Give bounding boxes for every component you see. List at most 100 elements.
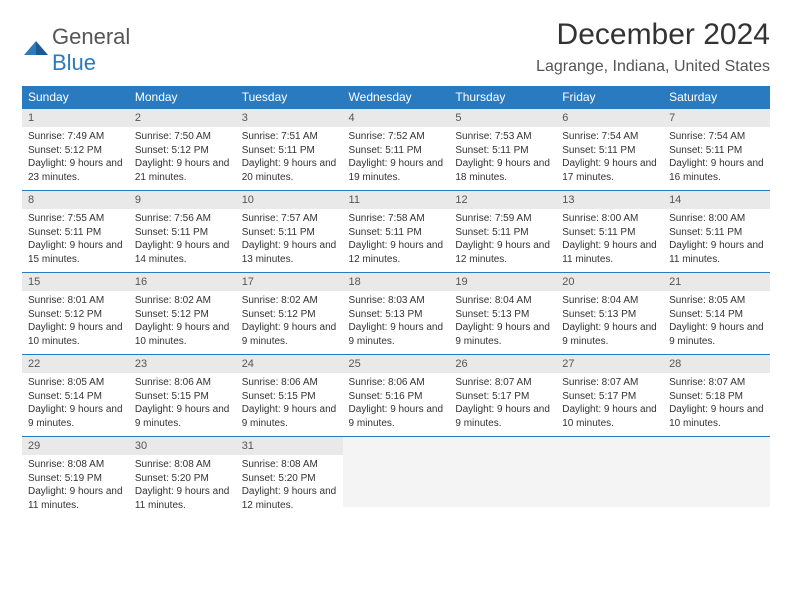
- calendar-day-cell: 25Sunrise: 8:06 AMSunset: 5:16 PMDayligh…: [343, 355, 450, 437]
- sunset-text: Sunset: 5:15 PM: [242, 390, 337, 404]
- daylight-text: Daylight: 9 hours and 19 minutes.: [349, 157, 444, 184]
- daylight-text: Daylight: 9 hours and 9 minutes.: [349, 403, 444, 430]
- daylight-text: Daylight: 9 hours and 9 minutes.: [455, 403, 550, 430]
- day-number: [663, 437, 770, 451]
- day-body: Sunrise: 7:53 AMSunset: 5:11 PMDaylight:…: [449, 127, 556, 190]
- weekday-header: Monday: [129, 86, 236, 109]
- sunrise-text: Sunrise: 8:03 AM: [349, 294, 444, 308]
- day-number: [556, 437, 663, 451]
- sunset-text: Sunset: 5:11 PM: [28, 226, 123, 240]
- day-body: Sunrise: 8:08 AMSunset: 5:19 PMDaylight:…: [22, 455, 129, 518]
- sunrise-text: Sunrise: 8:06 AM: [135, 376, 230, 390]
- calendar-day-cell: [556, 437, 663, 519]
- sunrise-text: Sunrise: 7:54 AM: [562, 130, 657, 144]
- sunrise-text: Sunrise: 8:05 AM: [28, 376, 123, 390]
- day-body: Sunrise: 7:58 AMSunset: 5:11 PMDaylight:…: [343, 209, 450, 272]
- day-number: 1: [22, 109, 129, 127]
- day-number: 19: [449, 273, 556, 291]
- day-body: [556, 451, 663, 507]
- calendar-header-row: SundayMondayTuesdayWednesdayThursdayFrid…: [22, 86, 770, 109]
- sunset-text: Sunset: 5:20 PM: [242, 472, 337, 486]
- day-number: 21: [663, 273, 770, 291]
- day-body: Sunrise: 8:07 AMSunset: 5:18 PMDaylight:…: [663, 373, 770, 436]
- day-body: Sunrise: 8:08 AMSunset: 5:20 PMDaylight:…: [236, 455, 343, 518]
- sunset-text: Sunset: 5:18 PM: [669, 390, 764, 404]
- calendar-day-cell: 23Sunrise: 8:06 AMSunset: 5:15 PMDayligh…: [129, 355, 236, 437]
- calendar-day-cell: 3Sunrise: 7:51 AMSunset: 5:11 PMDaylight…: [236, 109, 343, 191]
- calendar-day-cell: 2Sunrise: 7:50 AMSunset: 5:12 PMDaylight…: [129, 109, 236, 191]
- sunrise-text: Sunrise: 8:06 AM: [242, 376, 337, 390]
- sunrise-text: Sunrise: 8:05 AM: [669, 294, 764, 308]
- calendar-day-cell: 24Sunrise: 8:06 AMSunset: 5:15 PMDayligh…: [236, 355, 343, 437]
- daylight-text: Daylight: 9 hours and 10 minutes.: [135, 321, 230, 348]
- sunrise-text: Sunrise: 8:04 AM: [455, 294, 550, 308]
- weekday-header: Tuesday: [236, 86, 343, 109]
- day-number: 20: [556, 273, 663, 291]
- daylight-text: Daylight: 9 hours and 9 minutes.: [135, 403, 230, 430]
- calendar-day-cell: 27Sunrise: 8:07 AMSunset: 5:17 PMDayligh…: [556, 355, 663, 437]
- daylight-text: Daylight: 9 hours and 11 minutes.: [562, 239, 657, 266]
- day-number: 27: [556, 355, 663, 373]
- daylight-text: Daylight: 9 hours and 9 minutes.: [562, 321, 657, 348]
- day-number: [343, 437, 450, 451]
- day-body: Sunrise: 8:02 AMSunset: 5:12 PMDaylight:…: [129, 291, 236, 354]
- daylight-text: Daylight: 9 hours and 9 minutes.: [349, 321, 444, 348]
- calendar-day-cell: 21Sunrise: 8:05 AMSunset: 5:14 PMDayligh…: [663, 273, 770, 355]
- daylight-text: Daylight: 9 hours and 20 minutes.: [242, 157, 337, 184]
- sunset-text: Sunset: 5:13 PM: [562, 308, 657, 322]
- sunrise-text: Sunrise: 7:49 AM: [28, 130, 123, 144]
- day-body: Sunrise: 8:02 AMSunset: 5:12 PMDaylight:…: [236, 291, 343, 354]
- sunrise-text: Sunrise: 7:57 AM: [242, 212, 337, 226]
- sunset-text: Sunset: 5:19 PM: [28, 472, 123, 486]
- daylight-text: Daylight: 9 hours and 15 minutes.: [28, 239, 123, 266]
- day-body: Sunrise: 7:55 AMSunset: 5:11 PMDaylight:…: [22, 209, 129, 272]
- daylight-text: Daylight: 9 hours and 9 minutes.: [28, 403, 123, 430]
- weekday-header: Saturday: [663, 86, 770, 109]
- sunrise-text: Sunrise: 7:53 AM: [455, 130, 550, 144]
- sunrise-text: Sunrise: 8:08 AM: [242, 458, 337, 472]
- logo-text-blue: Blue: [52, 50, 96, 75]
- day-number: 31: [236, 437, 343, 455]
- day-number: 2: [129, 109, 236, 127]
- sunset-text: Sunset: 5:20 PM: [135, 472, 230, 486]
- calendar-day-cell: 8Sunrise: 7:55 AMSunset: 5:11 PMDaylight…: [22, 191, 129, 273]
- weekday-header: Thursday: [449, 86, 556, 109]
- daylight-text: Daylight: 9 hours and 10 minutes.: [562, 403, 657, 430]
- day-number: 13: [556, 191, 663, 209]
- calendar-day-cell: 17Sunrise: 8:02 AMSunset: 5:12 PMDayligh…: [236, 273, 343, 355]
- calendar-day-cell: 12Sunrise: 7:59 AMSunset: 5:11 PMDayligh…: [449, 191, 556, 273]
- calendar-day-cell: 22Sunrise: 8:05 AMSunset: 5:14 PMDayligh…: [22, 355, 129, 437]
- day-body: Sunrise: 7:52 AMSunset: 5:11 PMDaylight:…: [343, 127, 450, 190]
- calendar-day-cell: 4Sunrise: 7:52 AMSunset: 5:11 PMDaylight…: [343, 109, 450, 191]
- calendar-day-cell: 31Sunrise: 8:08 AMSunset: 5:20 PMDayligh…: [236, 437, 343, 519]
- day-body: Sunrise: 8:06 AMSunset: 5:16 PMDaylight:…: [343, 373, 450, 436]
- logo-text-general: General: [52, 24, 130, 49]
- calendar-week-row: 15Sunrise: 8:01 AMSunset: 5:12 PMDayligh…: [22, 273, 770, 355]
- sunset-text: Sunset: 5:14 PM: [669, 308, 764, 322]
- day-body: Sunrise: 8:04 AMSunset: 5:13 PMDaylight:…: [449, 291, 556, 354]
- daylight-text: Daylight: 9 hours and 11 minutes.: [28, 485, 123, 512]
- logo-icon: [22, 37, 50, 64]
- sunset-text: Sunset: 5:11 PM: [669, 144, 764, 158]
- calendar-day-cell: 18Sunrise: 8:03 AMSunset: 5:13 PMDayligh…: [343, 273, 450, 355]
- daylight-text: Daylight: 9 hours and 23 minutes.: [28, 157, 123, 184]
- sunrise-text: Sunrise: 8:08 AM: [28, 458, 123, 472]
- sunset-text: Sunset: 5:11 PM: [562, 144, 657, 158]
- daylight-text: Daylight: 9 hours and 21 minutes.: [135, 157, 230, 184]
- sunrise-text: Sunrise: 8:07 AM: [455, 376, 550, 390]
- day-body: Sunrise: 8:00 AMSunset: 5:11 PMDaylight:…: [663, 209, 770, 272]
- sunrise-text: Sunrise: 8:01 AM: [28, 294, 123, 308]
- day-body: Sunrise: 8:05 AMSunset: 5:14 PMDaylight:…: [22, 373, 129, 436]
- calendar-day-cell: 28Sunrise: 8:07 AMSunset: 5:18 PMDayligh…: [663, 355, 770, 437]
- sunrise-text: Sunrise: 8:02 AM: [242, 294, 337, 308]
- day-number: 6: [556, 109, 663, 127]
- page-title: December 2024: [536, 18, 770, 52]
- day-body: Sunrise: 7:56 AMSunset: 5:11 PMDaylight:…: [129, 209, 236, 272]
- day-number: 5: [449, 109, 556, 127]
- day-body: Sunrise: 7:51 AMSunset: 5:11 PMDaylight:…: [236, 127, 343, 190]
- day-body: Sunrise: 8:04 AMSunset: 5:13 PMDaylight:…: [556, 291, 663, 354]
- sunset-text: Sunset: 5:17 PM: [562, 390, 657, 404]
- daylight-text: Daylight: 9 hours and 10 minutes.: [669, 403, 764, 430]
- daylight-text: Daylight: 9 hours and 10 minutes.: [28, 321, 123, 348]
- day-body: Sunrise: 8:03 AMSunset: 5:13 PMDaylight:…: [343, 291, 450, 354]
